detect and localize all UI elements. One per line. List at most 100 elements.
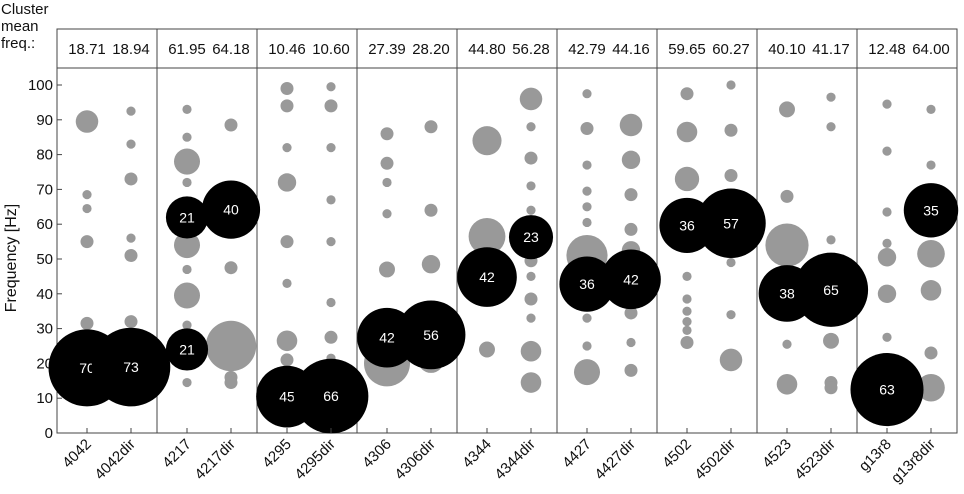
x-category-label: 4295: [259, 436, 295, 472]
cluster-count-label: 63: [879, 382, 895, 398]
cluster-point: [719, 348, 743, 372]
cluster-point: [626, 337, 636, 348]
cluster-point: [920, 280, 942, 301]
cluster-point: [276, 330, 298, 352]
cluster-count-label: 66: [323, 388, 339, 404]
cluster-point: [882, 146, 892, 156]
y-tick-label: 70: [36, 181, 53, 198]
cluster-point: [280, 235, 294, 249]
cluster-point: [124, 172, 138, 186]
cluster-count-label: 56: [423, 327, 439, 343]
cluster-mean-value: 44.16: [612, 41, 650, 58]
x-category-label: 4217: [159, 436, 195, 472]
cluster-point: [877, 248, 897, 267]
cluster-count-label: 23: [523, 229, 539, 245]
x-category-label: 4344: [459, 436, 495, 472]
cluster-point: [624, 363, 638, 377]
cluster-point: [182, 132, 192, 142]
cluster-point: [882, 238, 892, 248]
cluster-point: [173, 232, 201, 259]
cluster-point: [624, 306, 638, 320]
cluster-point: [124, 315, 138, 329]
main-cluster-point: [457, 247, 517, 307]
cluster-mean-value: 40.10: [768, 41, 806, 58]
main-cluster-point: [903, 183, 959, 238]
y-axis-label: Frequency [Hz]: [3, 204, 20, 312]
cluster-mean-value: 59.65: [668, 41, 706, 58]
cluster-point: [173, 148, 201, 175]
cluster-point: [826, 92, 836, 102]
cluster-mean-value: 41.17: [812, 41, 850, 58]
x-category-label: 4042: [59, 436, 95, 472]
x-category-label: 4523: [759, 436, 795, 472]
cluster-point: [621, 150, 641, 170]
cluster-point: [479, 341, 495, 358]
x-category-label: 4042dir: [91, 436, 138, 483]
header-line-2: mean: [1, 18, 39, 35]
x-category-label: 4344dir: [491, 436, 538, 483]
cluster-point: [682, 271, 692, 281]
cluster-points: 70 73 21 21 40 45 66 42 56 42 23 36 42 36 57 38 65 63 35: [48, 80, 959, 434]
x-category-label: 4306: [359, 436, 395, 472]
cluster-point: [124, 249, 138, 263]
cluster-point: [224, 376, 238, 390]
cluster-point: [823, 332, 839, 349]
cluster-point: [917, 239, 945, 268]
y-tick-label: 80: [36, 147, 53, 164]
cluster-count-label: 36: [679, 217, 695, 233]
cluster-point: [280, 81, 294, 95]
cluster-point: [582, 186, 592, 196]
cluster-point: [882, 207, 892, 217]
cluster-point: [379, 261, 395, 278]
cluster-mean-value: 61.95: [168, 41, 206, 58]
cluster-point: [382, 209, 392, 219]
cluster-point: [280, 353, 294, 367]
y-tick-label: 90: [36, 112, 53, 129]
cluster-count-label: 38: [779, 285, 795, 301]
cluster-point: [526, 122, 536, 132]
cluster-point: [782, 339, 792, 349]
x-category-label: 4427: [559, 436, 595, 472]
cluster-count-label: 70: [79, 360, 95, 376]
cluster-point: [472, 126, 502, 156]
cluster-point: [724, 168, 738, 182]
cluster-point: [917, 373, 945, 402]
cluster-point: [526, 271, 536, 281]
cluster-point: [182, 320, 192, 330]
x-category-label: 4502: [659, 436, 695, 472]
main-cluster-point: [559, 256, 615, 312]
cluster-point: [326, 82, 336, 92]
cluster-point: [82, 190, 92, 200]
cluster-point: [126, 139, 136, 149]
cluster-point: [126, 106, 136, 116]
cluster-point: [824, 381, 838, 395]
cluster-mean-value: 60.27: [712, 41, 750, 58]
cluster-point: [282, 278, 292, 288]
cluster-point: [780, 189, 794, 203]
cluster-point: [382, 177, 392, 188]
cluster-mean-value: 44.80: [468, 41, 506, 58]
main-cluster-point: [91, 327, 171, 407]
x-category-label: 4502dir: [691, 436, 738, 483]
cluster-point: [326, 195, 336, 205]
cluster-point: [424, 120, 438, 134]
cluster-point: [519, 87, 543, 111]
cluster-point: [524, 151, 538, 165]
cluster-mean-value: 27.39: [368, 41, 406, 58]
cluster-point: [882, 332, 892, 342]
main-cluster-point: [165, 328, 209, 371]
cluster-point: [619, 113, 643, 137]
x-category-label: 4217dir: [191, 436, 238, 483]
y-tick-label: 60: [36, 216, 53, 233]
cluster-point: [582, 313, 592, 323]
cluster-point: [182, 177, 192, 188]
main-cluster-point: [508, 215, 554, 260]
cluster-count-label: 45: [279, 389, 295, 405]
main-cluster-point: [396, 300, 466, 370]
cluster-point: [182, 104, 192, 114]
main-cluster-point: [293, 358, 369, 434]
plot-border: [56, 28, 958, 434]
cluster-point: [680, 87, 694, 101]
cluster-point: [326, 297, 336, 308]
x-category-label: g13r8: [856, 436, 895, 475]
